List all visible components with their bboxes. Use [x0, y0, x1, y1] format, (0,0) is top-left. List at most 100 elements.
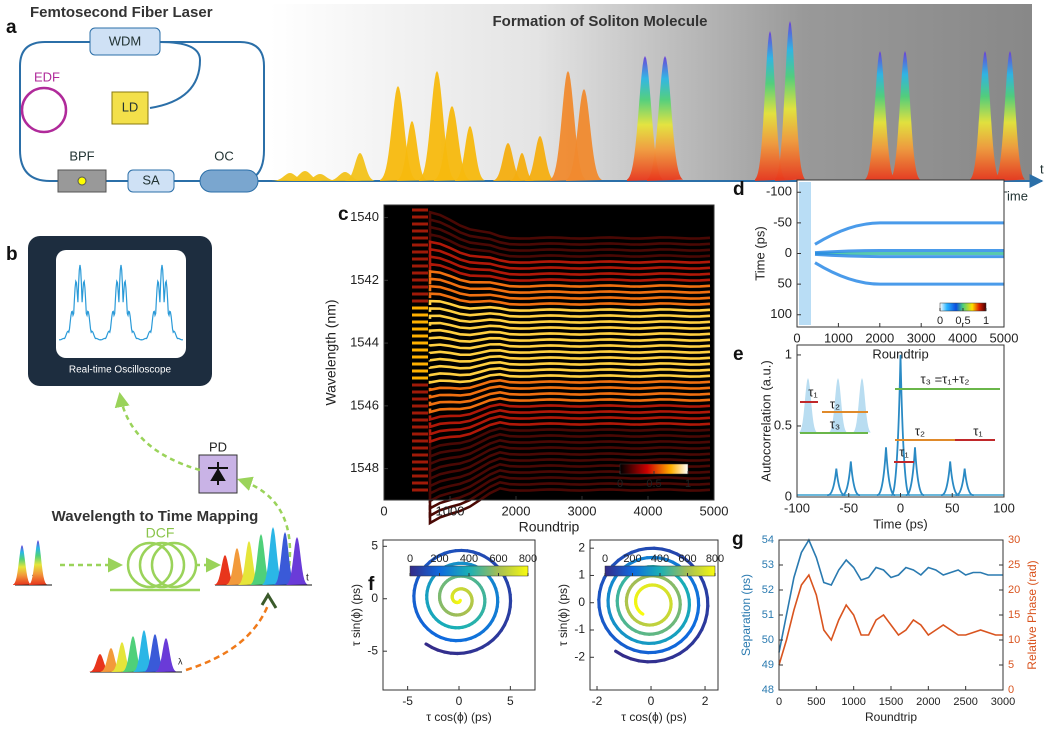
- x-tick-label: 0: [456, 694, 463, 708]
- x-tick-label: 1000: [436, 503, 465, 518]
- x-tick-label: 5000: [990, 330, 1019, 345]
- heatmap-band: [428, 391, 711, 407]
- colorbar-label: 0.5: [646, 478, 661, 490]
- heading: Wavelength to Time Mapping: [52, 508, 259, 525]
- x-tick-label: -5: [402, 694, 413, 708]
- panel-label: e: [733, 344, 744, 365]
- x-axis-label: τ cos(ϕ) (ps): [621, 710, 686, 724]
- mapping-arrow: [185, 604, 270, 672]
- y-tick-label: 1: [578, 568, 585, 582]
- pulse: [647, 56, 683, 181]
- series-line: [778, 573, 1003, 666]
- pulse: [238, 541, 260, 585]
- y-tick-label: 1544: [350, 335, 379, 350]
- y-tick-label: -5: [367, 643, 378, 657]
- scope-trace: [140, 264, 184, 341]
- pulse: [302, 174, 338, 181]
- y-tick-label: 0: [371, 591, 378, 605]
- x-tick-label: 4000: [634, 503, 663, 518]
- y-tick-label: 1: [785, 346, 792, 361]
- heatmap-band: [428, 420, 711, 444]
- signal-arrow: [114, 392, 201, 472]
- colorbar-label: 600: [678, 553, 696, 565]
- y-tick-label: 48: [762, 684, 774, 696]
- wavelength-symbol: λ: [178, 656, 183, 666]
- heatmap-band: [428, 402, 711, 422]
- coil-loop: [150, 541, 198, 589]
- heatmap-band: [428, 456, 711, 489]
- panel-label: f: [368, 574, 375, 595]
- y-tick-label: -100: [766, 184, 792, 199]
- heatmap-band: [428, 361, 711, 370]
- y-tick-label: 0: [785, 245, 792, 260]
- heatmap-band: [428, 314, 711, 324]
- spiral-segment: [639, 611, 645, 616]
- trace: [814, 261, 1004, 286]
- heatmap-band: [428, 240, 711, 264]
- heatmap-band: [428, 474, 711, 511]
- pump-fiber: [149, 41, 202, 109]
- title: Femtosecond Fiber Laser: [30, 4, 213, 21]
- y-tick-label: 1546: [350, 397, 379, 412]
- heatmap-band: [428, 299, 711, 312]
- y-tick-label: 1542: [350, 272, 379, 287]
- heatmap-band: [428, 225, 711, 252]
- pulse: [226, 548, 248, 585]
- y-tick-label: 51: [762, 609, 774, 621]
- dcf-label: DCF: [146, 525, 175, 541]
- x-tick-label: 1500: [879, 696, 903, 708]
- heatmap-band: [428, 432, 711, 459]
- autocorrelation-peak: [955, 468, 974, 496]
- sa-box: [127, 169, 175, 193]
- colorbar-label: 0: [937, 315, 943, 327]
- x-tick-label: 3000: [568, 503, 597, 518]
- panel-label: a: [6, 17, 17, 38]
- pulse: [397, 121, 427, 181]
- colorbar-label: 200: [623, 553, 641, 565]
- heatmap-band: [428, 444, 711, 474]
- annotation: τ₂: [915, 423, 925, 438]
- heatmap-band: [428, 255, 711, 276]
- heatmap-band: [428, 262, 711, 282]
- x-tick-label: 1000: [824, 330, 853, 345]
- x-axis-label: Roundtrip: [865, 710, 917, 724]
- pulse: [566, 89, 602, 181]
- y2-tick-label: 15: [1008, 609, 1020, 621]
- x-tick-label: 2000: [865, 330, 894, 345]
- pulse: [865, 51, 895, 181]
- heatmap-band: [428, 438, 711, 466]
- series-line: [778, 538, 1003, 653]
- inset-pulse: [829, 378, 847, 433]
- x-tick-label: 2: [702, 694, 709, 708]
- heatmap-band: [428, 486, 711, 526]
- heading: Formation of Soliton Molecule: [493, 13, 708, 30]
- plot-frame: [383, 204, 715, 501]
- y-tick-label: 50: [778, 276, 792, 291]
- pulse: [286, 537, 308, 585]
- bpf-dot: [77, 176, 87, 186]
- bpf-label: BPF: [69, 148, 94, 163]
- dcf-coil: [110, 541, 200, 592]
- heatmap-band: [428, 379, 711, 392]
- pd-label: PD: [209, 439, 227, 454]
- heatmap-band: [428, 426, 711, 451]
- y-axis-label: Autocorrelation (a.u.): [758, 360, 773, 481]
- plot-frame: [778, 539, 1004, 691]
- ld-label: LD: [122, 99, 139, 114]
- oc-coupler: [199, 169, 259, 193]
- pulse: [262, 527, 284, 585]
- y-tick-label: 1540: [350, 209, 379, 224]
- colorbar-label: 0: [407, 553, 413, 565]
- y-tick-label: 100: [770, 306, 792, 321]
- heatmap-band: [428, 270, 711, 288]
- y2-tick-label: 0: [1008, 684, 1014, 696]
- y-tick-label: -1: [574, 622, 585, 636]
- x-axis-label: Time (ps): [873, 516, 927, 531]
- autocorrelation-peak: [905, 447, 925, 496]
- wdm-label: WDM: [109, 33, 142, 48]
- colorbar-label: 600: [489, 553, 507, 565]
- pulse: [890, 51, 920, 181]
- annotation: τ₁: [808, 384, 818, 399]
- pulse: [493, 143, 523, 181]
